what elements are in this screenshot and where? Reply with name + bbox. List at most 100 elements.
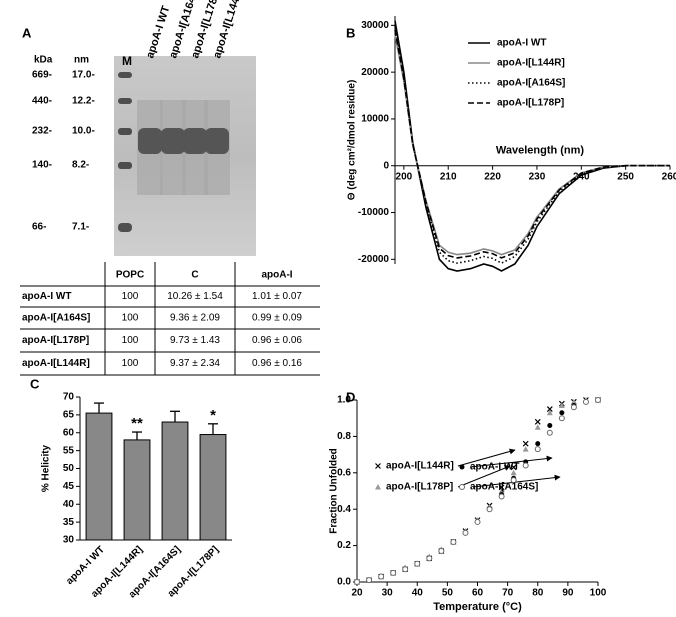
data-point <box>486 506 493 513</box>
x-tick-label: 200 <box>396 171 413 182</box>
data-point <box>595 397 601 403</box>
x-tick-label: 80 <box>532 588 544 599</box>
data-point <box>522 462 529 469</box>
panel-label: A <box>22 25 32 40</box>
table-header: apoA-I <box>261 270 292 281</box>
y-tick-label: 55 <box>63 445 75 456</box>
series-line <box>394 29 670 259</box>
table-cell: 100 <box>122 313 139 324</box>
legend-label: apoA-I[L178P] <box>497 98 564 109</box>
x-tick-label: 40 <box>412 588 424 599</box>
y-tick-label: 40 <box>63 499 75 510</box>
y-tick-label: 20000 <box>361 67 389 78</box>
y-tick-label: 0.6 <box>337 467 351 478</box>
data-point <box>450 538 457 545</box>
marker-kda: 140- <box>32 160 52 171</box>
marker-kda: 669- <box>32 70 52 81</box>
x-tick-label: 230 <box>529 171 546 182</box>
panel-label: B <box>346 25 355 40</box>
data-point <box>546 429 553 436</box>
gel-unit: nm <box>74 55 89 66</box>
data-point <box>438 548 445 555</box>
table-header: POPC <box>116 270 144 281</box>
data-point <box>498 488 505 494</box>
data-point <box>558 402 565 408</box>
y-tick-label: 70 <box>63 392 75 403</box>
legend-marker <box>459 484 465 490</box>
gel-bands <box>118 72 132 232</box>
x-tick-label: 20 <box>351 588 363 599</box>
data-point <box>498 484 505 491</box>
y-tick-label: -10000 <box>358 207 390 218</box>
y-tick-label: 50 <box>63 463 75 474</box>
data-point <box>534 446 541 453</box>
data-point <box>414 560 421 567</box>
data-point <box>535 441 541 447</box>
data-point <box>354 579 360 585</box>
data-point <box>474 518 481 525</box>
legend-marker <box>375 484 381 490</box>
bar <box>199 434 227 541</box>
marker-nm: 8.2- <box>72 160 89 171</box>
legend-label: apoA-I[L144R] <box>497 58 565 69</box>
marker-kda: 66- <box>32 222 46 233</box>
table-cell: apoA-I[L178P] <box>22 335 89 346</box>
table-cell: apoA-I[L144R] <box>22 358 90 369</box>
data-point <box>570 404 577 411</box>
x-tick-label: 260 <box>662 171 676 182</box>
y-tick-label: 30 <box>63 535 75 546</box>
data-point <box>558 415 565 422</box>
legend-marker <box>375 463 381 469</box>
x-tick-label: 250 <box>617 171 634 182</box>
bar <box>123 439 151 541</box>
y-axis-label: Fraction Unfolded <box>329 448 340 534</box>
data-point <box>522 440 529 447</box>
x-tick-label: 210 <box>440 171 457 182</box>
legend-label: apoA-I[L144R] <box>386 461 454 472</box>
y-tick-label: 1.0 <box>337 395 351 406</box>
marker-nm: 17.0- <box>72 70 95 81</box>
legend-marker <box>459 464 465 470</box>
y-tick-label: 45 <box>63 481 75 492</box>
data-point <box>510 477 517 484</box>
data-point <box>570 398 577 405</box>
table-grid <box>20 262 320 376</box>
marker-kda: 232- <box>32 126 52 137</box>
data-point <box>426 555 433 562</box>
data-point <box>366 577 373 584</box>
legend-label: apoA-I[A164S] <box>497 78 565 89</box>
data-point <box>510 469 517 476</box>
table-header: C <box>191 270 198 281</box>
x-tick-label: 70 <box>502 588 514 599</box>
y-axis-label: % Helicity <box>41 444 52 492</box>
significance: ** <box>131 415 143 432</box>
data-point <box>378 573 385 580</box>
legend-label: apoA-I[L178P] <box>386 482 453 493</box>
marker-nm: 10.0- <box>72 126 95 137</box>
data-point <box>498 493 505 500</box>
y-tick-label: 0.4 <box>337 504 351 515</box>
table-cell: 10.26 ± 1.54 <box>167 291 223 302</box>
table-cell: 0.99 ± 0.09 <box>252 313 302 324</box>
table-cell: 100 <box>122 358 139 369</box>
y-tick-label: -20000 <box>358 254 390 265</box>
lane-label: M <box>122 54 132 68</box>
data-point <box>390 569 397 576</box>
significance: * <box>210 407 216 424</box>
data-point <box>534 424 541 430</box>
table-cell: 9.36 ± 2.09 <box>170 313 220 324</box>
y-tick-label: 30000 <box>361 20 389 31</box>
table-cell: 1.01 ± 0.07 <box>252 291 302 302</box>
x-tick-label: 100 <box>590 588 607 599</box>
y-tick-label: 0.2 <box>337 540 351 551</box>
y-tick-label: 60 <box>63 427 75 438</box>
data-point <box>547 422 553 428</box>
x-tick-label: 220 <box>484 171 501 182</box>
data-point <box>462 529 469 536</box>
data-point <box>522 446 529 452</box>
table-cell: 0.96 ± 0.16 <box>252 358 302 369</box>
x-tick-label: 90 <box>562 588 574 599</box>
x-tick-label: 30 <box>382 588 394 599</box>
table-cell: 0.96 ± 0.06 <box>252 335 302 346</box>
table-cell: 100 <box>122 291 139 302</box>
